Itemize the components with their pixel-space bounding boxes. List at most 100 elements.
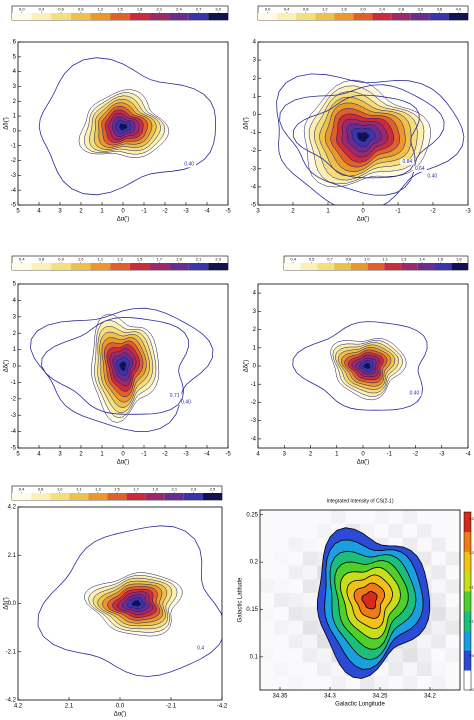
colorbar-tick-label: 1.5 bbox=[114, 487, 120, 492]
colorbar-segment bbox=[315, 13, 335, 20]
y-tick-label: 2 bbox=[253, 76, 257, 82]
x-tick-label: -2 bbox=[162, 209, 168, 215]
colorbar-segment bbox=[464, 650, 471, 671]
colorbar-segment bbox=[149, 263, 170, 270]
colorbar-segment bbox=[464, 630, 471, 651]
contour-label-bg bbox=[425, 172, 440, 179]
y-tick-label: 0.2 bbox=[250, 560, 259, 566]
x-tick-label: -3 bbox=[183, 209, 189, 215]
colorbar-segment bbox=[51, 263, 71, 270]
y-tick-label: -3 bbox=[11, 413, 17, 419]
pixel bbox=[445, 551, 460, 566]
contour-fill bbox=[363, 363, 371, 369]
colorbar-tick-label: 1.9 bbox=[176, 257, 182, 262]
panel: 0.40 0.0 0.3 0.6 0.9 1.2 1.5 1.8 2.1 2.4 2.7 3.0 5 4 3… bbox=[4, 5, 231, 223]
pixel bbox=[274, 606, 290, 622]
colorbar-segment bbox=[464, 670, 471, 691]
colorbar-segment bbox=[317, 263, 335, 270]
pixel bbox=[274, 510, 290, 525]
colorbar-tick-label: 2.7 bbox=[196, 7, 202, 12]
colorbar-segment bbox=[451, 263, 468, 270]
x-tick-label: 34.25 bbox=[372, 694, 388, 700]
colorbar-tick-label: 2.1 bbox=[171, 487, 177, 492]
colorbar-tick-label: 5 bbox=[472, 653, 474, 658]
y-tick-label: 0.0 bbox=[8, 601, 17, 607]
x-tick-label: -1 bbox=[141, 209, 147, 215]
pixel bbox=[431, 565, 447, 580]
x-axis-label: Δα(′) bbox=[117, 217, 130, 223]
x-tick-label: 3 bbox=[283, 452, 287, 458]
plot-frame bbox=[259, 509, 461, 691]
y-tick-label: 0.15 bbox=[246, 607, 258, 613]
colorbar-segment bbox=[208, 263, 228, 270]
x-tick-label: 2 bbox=[309, 452, 313, 458]
colorbar-tick-label: 1.0 bbox=[364, 257, 370, 262]
pixel bbox=[288, 606, 304, 622]
colorbar-segment bbox=[300, 263, 318, 270]
colorbar-segment bbox=[258, 13, 278, 20]
colorbar-segment bbox=[50, 493, 70, 500]
pixel bbox=[302, 565, 318, 580]
colorbar-tick-label: 0.4 bbox=[19, 487, 25, 492]
pixel bbox=[302, 593, 318, 608]
y-tick-label: 1 bbox=[253, 94, 257, 100]
pixel bbox=[274, 523, 290, 539]
pixel bbox=[445, 565, 460, 580]
pixel bbox=[445, 510, 460, 525]
x-tick-label: -4 bbox=[204, 452, 210, 458]
colorbar-segment bbox=[183, 493, 203, 500]
colorbar-segment bbox=[384, 263, 402, 270]
pixel bbox=[445, 648, 460, 663]
x-tick-label: 34.35 bbox=[272, 694, 288, 700]
pixel bbox=[302, 579, 318, 594]
colorbar-segment bbox=[169, 263, 189, 270]
x-axis-label: Δα(′) bbox=[117, 460, 130, 466]
y-tick-label: -3 bbox=[11, 173, 17, 179]
y-axis-label: Δδ(′) bbox=[4, 597, 10, 609]
pixel bbox=[260, 537, 275, 553]
pixel bbox=[417, 510, 432, 525]
colorbar-tick-label: 2.3 bbox=[191, 487, 197, 492]
pixel bbox=[260, 620, 275, 636]
pixel bbox=[302, 676, 318, 690]
pixel bbox=[260, 676, 275, 690]
y-tick-label: 2 bbox=[13, 99, 17, 105]
y-tick-label: 0.25 bbox=[246, 512, 258, 518]
colorbar-tick-label: 2.8 bbox=[398, 7, 404, 12]
pixel bbox=[288, 648, 304, 663]
contour-label: 0.40 bbox=[184, 162, 194, 168]
pixel bbox=[374, 510, 390, 525]
y-tick-label: -4 bbox=[11, 188, 17, 194]
x-tick-label: 1 bbox=[326, 209, 330, 215]
pixel bbox=[302, 551, 318, 566]
colorbar-segment bbox=[372, 13, 392, 20]
colorbar-tick-label: 0.3 bbox=[39, 7, 45, 12]
colorbar-tick-label: 0.0 bbox=[265, 7, 271, 12]
pixel bbox=[274, 579, 290, 594]
pixel bbox=[302, 634, 318, 649]
colorbar-tick-label: 2.5 bbox=[210, 487, 216, 492]
y-axis-label: Δδ(′) bbox=[4, 360, 10, 372]
colorbar-tick-label: 1.6 bbox=[438, 257, 444, 262]
y-axis-label: Δδ(′) bbox=[244, 117, 250, 129]
colorbar-tick-label: 0.5 bbox=[309, 257, 315, 262]
pixel bbox=[431, 537, 447, 553]
pixel bbox=[345, 510, 361, 525]
pixel bbox=[360, 510, 375, 525]
plot-area: 0.40 bbox=[292, 321, 428, 411]
y-tick-label: -5 bbox=[251, 203, 257, 209]
colorbar-tick-label: 2.3 bbox=[215, 257, 221, 262]
x-tick-label: 2 bbox=[79, 209, 83, 215]
pixel bbox=[445, 523, 460, 539]
y-tick-label: 1 bbox=[253, 345, 257, 351]
panel: 0 5 10 15 20 25 Integrated Intensity of CS(2-1… bbox=[238, 498, 474, 707]
x-tick-label: 3 bbox=[58, 209, 62, 215]
colorbar-segment bbox=[31, 493, 51, 500]
colorbar-segment bbox=[296, 13, 316, 20]
y-tick-label: 3 bbox=[253, 58, 257, 64]
colorbar-segment bbox=[464, 571, 471, 592]
pixel bbox=[331, 510, 347, 525]
colorbar-segment bbox=[107, 493, 127, 500]
colorbar-segment bbox=[169, 13, 189, 20]
